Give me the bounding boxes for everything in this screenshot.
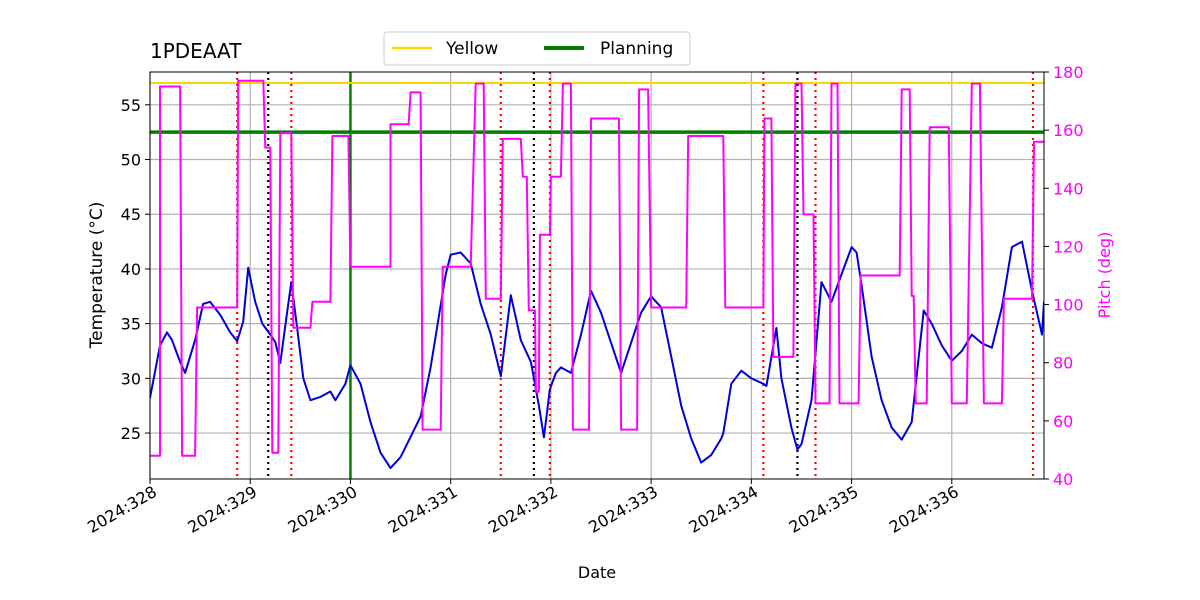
plot-frame	[149, 71, 1045, 480]
y2-tick-label: 100	[1053, 296, 1084, 315]
legend-label-planning: Planning	[600, 39, 673, 59]
legend-box	[383, 31, 691, 66]
y-tick-label: 45	[121, 205, 141, 224]
series-line-pitch	[150, 79, 1044, 457]
y-axis-label: Temperature (°C)	[87, 202, 107, 350]
y-tick-label: 30	[121, 369, 141, 388]
y-tick-label: 55	[121, 96, 141, 115]
y2-tick-label: 160	[1053, 121, 1084, 140]
y2-tick-label: 140	[1053, 179, 1084, 198]
y-tick-label: 40	[121, 260, 141, 279]
y2-tick-label: 180	[1053, 63, 1084, 82]
data-series	[150, 79, 1044, 470]
y-tick-label: 25	[121, 424, 141, 443]
legend-label-yellow: Yellow	[445, 39, 498, 59]
y-tick-label: 35	[121, 315, 141, 334]
y2-axis-label: Pitch (deg)	[1095, 232, 1114, 319]
y2-tick-label: 80	[1053, 354, 1073, 373]
chart-title: 1PDEAAT	[150, 39, 242, 63]
y2-tick-label: 40	[1053, 470, 1073, 489]
y-tick-label: 50	[121, 151, 141, 170]
series-line-temperature	[150, 240, 1044, 470]
y2-tick-label: 120	[1053, 237, 1084, 256]
legend: Yellow Planning	[383, 31, 691, 66]
y2-tick-label: 60	[1053, 412, 1073, 431]
limit-lines	[150, 81, 1044, 134]
x-axis-label: Date	[578, 563, 616, 582]
